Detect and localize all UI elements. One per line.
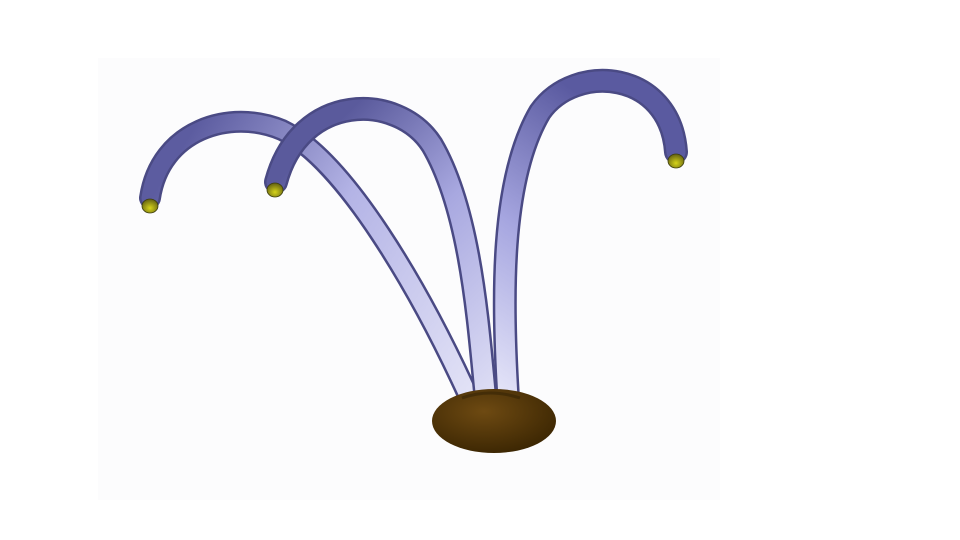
stalk-middle-body <box>266 99 495 402</box>
tip-middle <box>266 182 284 198</box>
stalk-right-body <box>495 71 686 408</box>
tip-right <box>667 153 685 169</box>
base-stalk-join <box>461 391 521 400</box>
tip-left <box>141 198 159 214</box>
base-disc <box>432 389 556 453</box>
